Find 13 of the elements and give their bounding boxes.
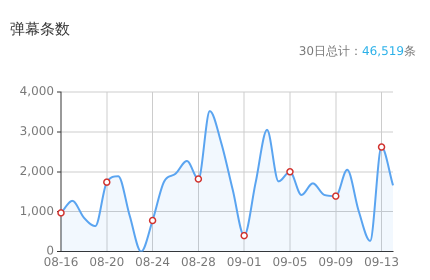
x-tick-label: 08-20 — [89, 254, 124, 269]
x-tick-label: 09-05 — [272, 254, 308, 269]
chart-subtitle: 30日总计：46,519条 — [298, 43, 416, 60]
x-tick-label: 09-01 — [226, 254, 262, 269]
y-tick-label: 3,000 — [20, 124, 54, 138]
y-tick-label: 4,000 — [20, 84, 54, 98]
x-tick-label: 09-09 — [318, 254, 354, 269]
x-tick-label: 08-24 — [135, 254, 170, 269]
x-tick-label: 08-28 — [180, 254, 216, 269]
chart-title: 弹幕条数 — [10, 20, 70, 39]
y-tick-label: 2,000 — [20, 164, 54, 178]
y-tick-label: 1,000 — [20, 204, 54, 218]
x-tick-label: 09-13 — [364, 254, 399, 269]
